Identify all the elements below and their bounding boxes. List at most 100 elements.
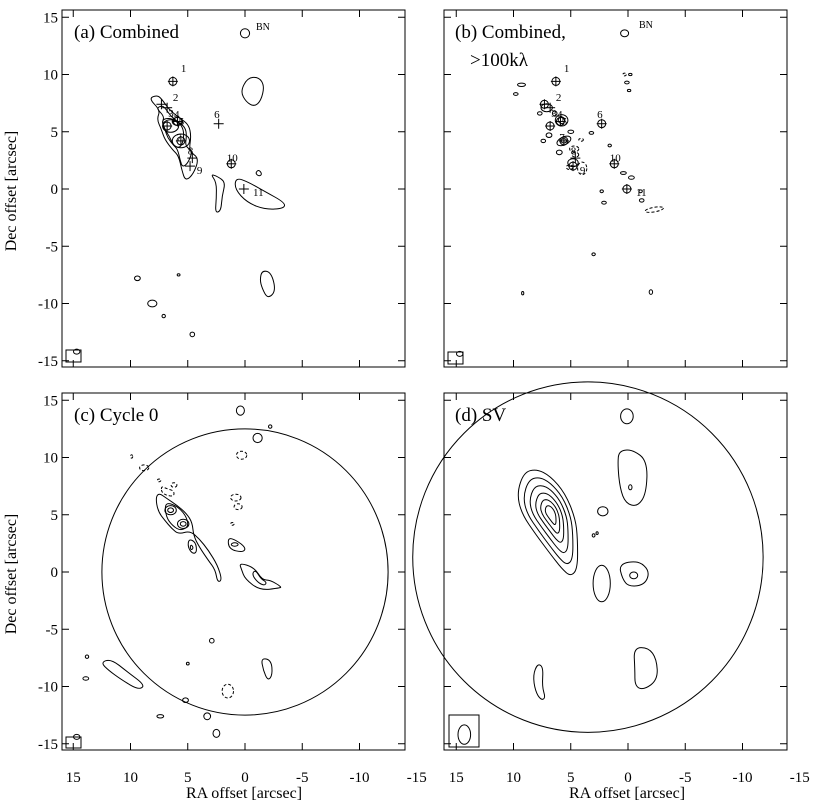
panel-a-frame — [61, 9, 406, 368]
contour-d-main-5 — [540, 499, 561, 534]
contour-d-main-3 — [529, 485, 569, 554]
panel-c-title: (c) Cycle 0 — [74, 405, 158, 426]
contour-c-mid — [227, 538, 246, 553]
x-tick-label: 5 — [184, 770, 192, 786]
x-axis-label-left: RA offset [arcsec] — [186, 785, 302, 802]
contour-b-small-20 — [591, 252, 596, 257]
contour-b-small-18 — [638, 198, 645, 203]
contour-b-peak-4 — [554, 114, 569, 127]
x-tick-label: 15 — [66, 770, 81, 786]
y-tick-label: -10 — [38, 297, 58, 313]
source-label-a-10: 10 — [227, 153, 239, 165]
contour-b-small-14 — [628, 175, 635, 180]
y-tick-label: 5 — [51, 125, 59, 141]
contour-a-main-2 — [157, 105, 192, 167]
contour-b-small-1 — [517, 82, 526, 88]
x-tick-label: 10 — [123, 770, 138, 786]
y-tick-label: -5 — [46, 239, 59, 255]
contour-d-ne — [617, 449, 648, 506]
x-tick-label: -10 — [350, 770, 370, 786]
contour-d-small — [597, 506, 609, 517]
contour-c-sw-3 — [84, 654, 90, 659]
source-label-a-3: 3 — [168, 108, 174, 120]
source-label-a-2: 2 — [173, 92, 179, 104]
contour-b-small-21 — [521, 291, 525, 296]
contour-b-small-5 — [567, 129, 575, 135]
primary-beam-c — [101, 428, 389, 716]
y-tick-label: 15 — [43, 10, 58, 26]
contour-c-neg-1 — [235, 450, 248, 460]
contour-b-small-0 — [513, 92, 519, 96]
source-label-b-2: 2 — [556, 92, 562, 104]
contour-c-south-4 — [182, 697, 189, 704]
contour-c-mid-inner — [230, 542, 239, 547]
source-label-b-1: 1 — [564, 63, 570, 75]
source-label-b-10: 10 — [610, 153, 622, 165]
y-tick-label: 0 — [51, 565, 59, 581]
y-tick-label: 15 — [43, 393, 58, 409]
x-tick-label: 5 — [567, 770, 575, 786]
contour-b-small-6 — [545, 132, 553, 138]
bn-b — [620, 29, 630, 38]
contour-b-small-12 — [624, 80, 630, 85]
beam-box-d — [448, 714, 480, 748]
contour-d-east-inner — [629, 571, 639, 580]
contour-d-ne-inner — [628, 484, 633, 491]
source-label-b-11: 11 — [636, 187, 647, 199]
panel-c-frame — [61, 392, 406, 751]
panel-a-bn-label: BN — [256, 22, 270, 33]
source-label-b-7: 7 — [559, 132, 565, 144]
contour-b-small-15 — [599, 189, 604, 194]
x-tick-label: -5 — [679, 770, 692, 786]
y-tick-label: 5 — [51, 508, 59, 524]
contour-d-bn — [620, 408, 634, 425]
contour-b-small-16 — [601, 200, 607, 205]
contour-b-neg-5 — [578, 137, 584, 142]
source-label-a-6: 6 — [214, 109, 220, 121]
primary-beam-d — [412, 381, 764, 733]
contour-a-speck4 — [189, 331, 196, 338]
contour-b-neg-6 — [644, 206, 664, 213]
contour-c-neg-8 — [170, 482, 178, 488]
x-tick-label: 0 — [241, 770, 249, 786]
source-label-a-11: 11 — [253, 187, 264, 199]
contour-c-peak-8-inner — [189, 544, 194, 551]
contour-b-neg-4 — [577, 161, 588, 176]
contour-a-ne-blob — [241, 76, 264, 106]
contour-c-lowright — [239, 563, 282, 590]
contour-d-main-2 — [523, 477, 574, 565]
contour-c-south-1 — [261, 658, 273, 680]
y-tick-label: 10 — [43, 451, 58, 467]
contour-c-peak-8 — [187, 539, 197, 554]
contour-a-lower-left — [211, 174, 225, 213]
x-tick-label: 10 — [506, 770, 521, 786]
contour-c-neg-9 — [130, 454, 134, 459]
contour-b-small-4 — [551, 110, 558, 117]
beam-box-b — [447, 351, 464, 365]
contour-b-small-11 — [620, 171, 627, 175]
contour-c-neg-5 — [139, 464, 150, 472]
contour-d-mid — [592, 564, 611, 603]
source-label-b-4: 4 — [557, 109, 563, 121]
x-tick-label: -10 — [733, 770, 753, 786]
y-tick-label: 0 — [51, 182, 59, 198]
source-label-b-3: 3 — [551, 108, 557, 120]
contour-a-main-3 — [162, 118, 185, 148]
contour-c-southwest — [102, 659, 144, 689]
contour-d-tiny-1 — [591, 533, 596, 538]
contour-d-se — [633, 647, 658, 690]
contour-c-inner-3 — [167, 507, 175, 514]
contour-d-tiny-2 — [595, 531, 599, 535]
contour-c-inner-5 — [179, 521, 187, 527]
x-tick-label: -5 — [296, 770, 309, 786]
contour-b-small-17 — [638, 189, 643, 194]
source-label-a-4: 4 — [174, 109, 180, 121]
contour-c-south-5 — [203, 712, 212, 721]
bn-a — [239, 28, 251, 39]
contour-c-south-2 — [209, 637, 215, 644]
contour-b-small-22 — [648, 289, 654, 295]
contour-c-sw-2 — [82, 676, 90, 681]
panel-b-bn-label: BN — [639, 20, 653, 31]
contour-d-main-6 — [544, 505, 557, 526]
